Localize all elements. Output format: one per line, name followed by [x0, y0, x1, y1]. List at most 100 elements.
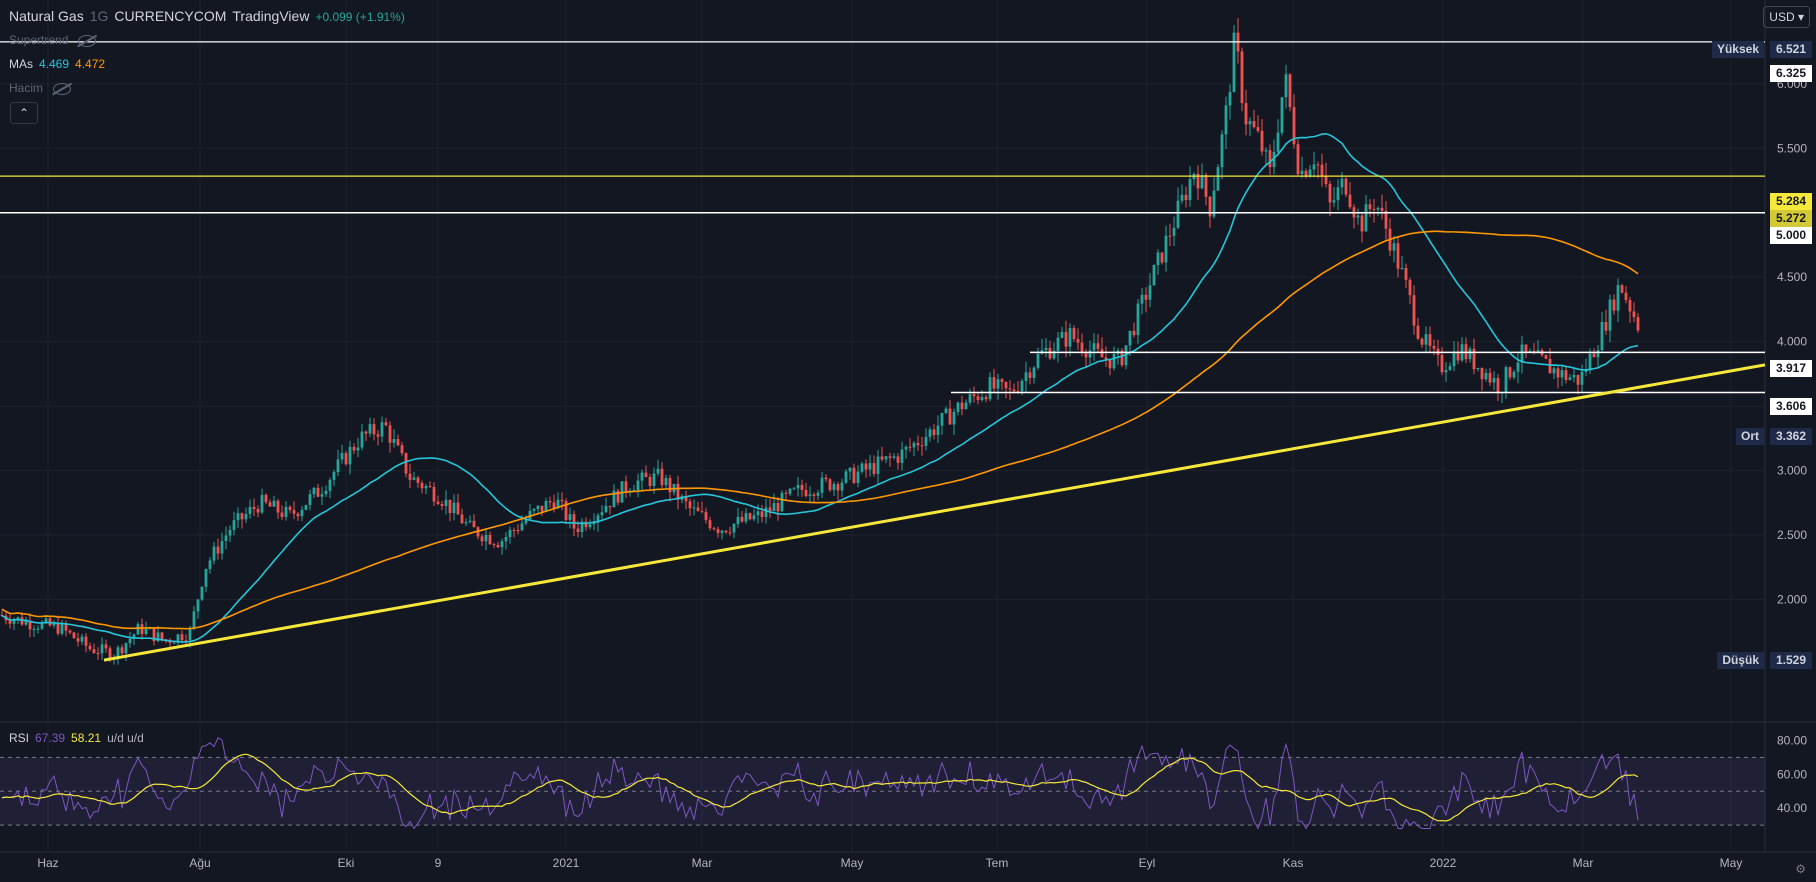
candle-body — [388, 425, 392, 443]
candle-body — [1220, 134, 1224, 168]
candle-body — [820, 477, 824, 493]
candle-body — [1624, 292, 1628, 301]
candle-body — [1568, 377, 1572, 380]
candle-body — [1348, 194, 1352, 208]
candle-body — [68, 630, 72, 633]
candle-body — [756, 511, 760, 516]
time-tick: 9 — [435, 856, 442, 870]
candle-body — [252, 506, 256, 509]
candle-body — [1300, 170, 1304, 175]
level-3917: 3.917 — [1769, 360, 1812, 377]
candle-body — [1204, 174, 1208, 197]
candle-body — [592, 522, 596, 525]
candle-body — [1060, 331, 1064, 338]
candle-body — [780, 492, 784, 512]
candle-body — [1168, 235, 1172, 237]
candle-body — [1604, 321, 1608, 331]
candle-body — [1412, 295, 1416, 326]
candle-body — [1028, 372, 1032, 379]
candle-body — [116, 647, 120, 658]
supertrend-legend[interactable]: Supertrend — [9, 33, 102, 47]
candle-body — [660, 468, 664, 486]
candle-body — [1260, 130, 1264, 152]
candle-body — [976, 396, 980, 401]
candle-body — [1268, 150, 1272, 168]
candle-body — [268, 502, 272, 507]
candle-body — [1328, 183, 1332, 203]
price-tick: 4.500 — [1777, 270, 1807, 284]
candle-body — [708, 520, 712, 529]
candle-body — [224, 535, 228, 542]
candle-body — [940, 412, 944, 426]
collapse-legend-button[interactable]: ⌃ — [10, 102, 38, 124]
candle-body — [1096, 343, 1100, 349]
candle-body — [588, 524, 592, 528]
candle-body — [544, 500, 548, 512]
candle-body — [1008, 388, 1012, 390]
candle-body — [516, 530, 520, 532]
candle-body — [340, 453, 344, 460]
candle-body — [600, 512, 604, 516]
candle-body — [812, 494, 816, 496]
candle-body — [1284, 74, 1288, 98]
currency-selector[interactable]: USD ▾ — [1763, 6, 1810, 28]
candle-body — [484, 534, 488, 542]
candle-body — [1616, 285, 1620, 311]
candle-body — [1580, 371, 1584, 385]
ma1-value: 4.469 — [39, 57, 70, 71]
candle-body — [848, 467, 852, 472]
candle-body — [160, 632, 164, 640]
interval: 1G — [89, 8, 109, 24]
candle-body — [240, 513, 244, 520]
candle-body — [596, 515, 600, 523]
candle-body — [1164, 235, 1168, 263]
candle-body — [512, 529, 516, 531]
candle-body — [1240, 51, 1244, 104]
candle-body — [792, 488, 796, 490]
settings-gear-icon[interactable]: ⚙ — [1795, 862, 1806, 876]
candle-body — [40, 622, 44, 629]
candle-body — [348, 446, 352, 465]
mas-legend[interactable]: MAs 4.469 4.472 — [9, 57, 111, 71]
candle-body — [144, 628, 148, 634]
hidden-eye-icon[interactable] — [53, 82, 72, 95]
candle-body — [796, 484, 800, 489]
candle-body — [1312, 164, 1316, 170]
candle-body — [1576, 374, 1580, 385]
hidden-eye-icon[interactable] — [78, 34, 97, 47]
candle-body — [1304, 170, 1308, 177]
candle-body — [72, 632, 76, 639]
volume-legend[interactable]: Hacim — [9, 81, 77, 95]
candle-body — [664, 478, 668, 486]
candle-body — [1216, 167, 1220, 191]
candle-body — [288, 506, 292, 510]
candle-body — [264, 494, 268, 503]
candle-body — [712, 528, 716, 530]
candle-body — [1608, 299, 1612, 331]
candle-body — [828, 479, 832, 491]
candle-body — [1628, 300, 1632, 312]
price-tick: 2.500 — [1777, 528, 1807, 542]
candle-body — [1508, 367, 1512, 378]
candle-body — [928, 429, 932, 437]
high-value: 6.521 — [1769, 41, 1812, 58]
candle-body — [460, 514, 464, 524]
symbol-legend: Natural Gas 1G CURRENCYCOM TradingView +0.09… — [9, 8, 411, 24]
candle-body — [1316, 164, 1320, 166]
symbol-name: Natural Gas — [9, 8, 84, 24]
candle-body — [1592, 353, 1596, 358]
candle-body — [844, 471, 848, 483]
rsi-ma-value: 58.21 — [71, 731, 102, 745]
rsi-tick: 40.00 — [1777, 801, 1807, 815]
candle-body — [1584, 369, 1588, 372]
candle-body — [0, 614, 4, 616]
candle-body — [1044, 347, 1048, 351]
time-tick: Eki — [338, 856, 355, 870]
candle-body — [364, 431, 368, 434]
candle-body — [124, 643, 128, 654]
rsi-legend[interactable]: RSI 67.39 58.21 u/d u/d — [9, 731, 150, 745]
candle-body — [1112, 353, 1116, 369]
candle-body — [984, 397, 988, 400]
candle-body — [156, 632, 160, 642]
